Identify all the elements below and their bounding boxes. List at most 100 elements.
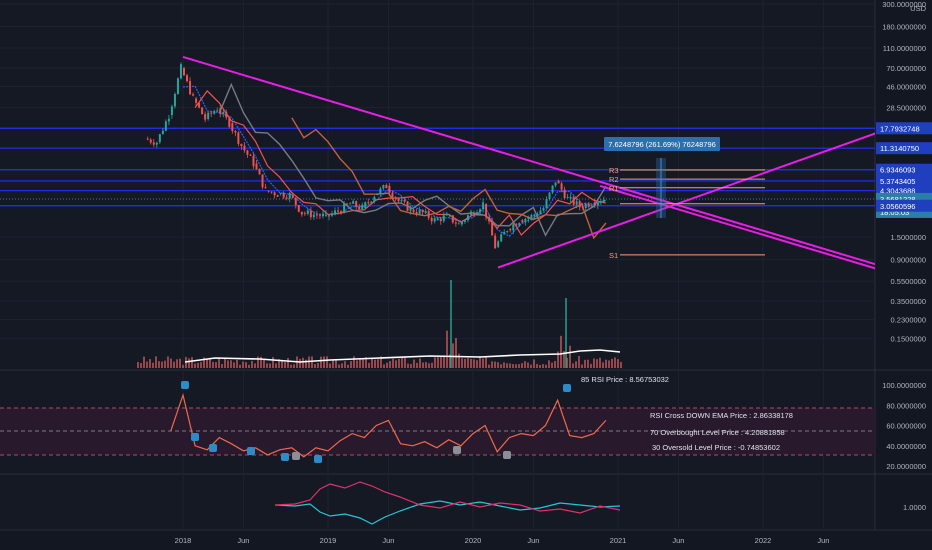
volume-bar (230, 360, 232, 368)
rsi-axis[interactable]: 100.0000000 80.0000000 60.0000000 40.000000… (882, 381, 926, 471)
candle-body (599, 201, 602, 203)
volume-bar (341, 363, 343, 368)
volume-bar (347, 364, 349, 368)
pivot-label: R1 (609, 184, 619, 193)
candle-body (557, 180, 560, 184)
candle-body (258, 168, 261, 175)
candle-body (186, 75, 189, 82)
candle-body (152, 142, 155, 145)
volume-bar (206, 359, 208, 368)
candle-body (542, 208, 545, 211)
volume-bar (320, 356, 322, 368)
volume-bar (290, 364, 292, 368)
volume-bar (161, 361, 163, 368)
measure-tool[interactable]: 7.62487​96 (261.69%) 762487​96 (604, 137, 720, 218)
volume-bar (563, 351, 565, 368)
candle-body (512, 224, 515, 231)
volume-bar (209, 357, 211, 368)
volume-bar (188, 358, 190, 368)
candle-body (334, 210, 337, 214)
volume-bar (599, 357, 601, 368)
candle-body (164, 121, 167, 131)
candle-body (566, 196, 569, 198)
ma-long-line (291, 117, 607, 240)
candle-body (463, 220, 466, 222)
candle-body (406, 201, 409, 211)
volume-bar (167, 356, 169, 368)
dmi-minus-line (274, 481, 621, 514)
candle-body (234, 130, 237, 133)
candle-body (285, 197, 288, 199)
volume-bar (227, 360, 229, 368)
candle-body (575, 201, 578, 205)
volume-bar (338, 364, 340, 368)
volume-bar (284, 362, 286, 368)
candle-body (167, 118, 170, 122)
candle-body (158, 134, 161, 143)
volume-ma-line (184, 349, 621, 363)
volume-bar (431, 362, 433, 368)
horizontal-levels[interactable] (0, 127, 875, 207)
price-tick-label: 0.1500000 (891, 334, 926, 343)
candle-body (255, 163, 258, 169)
volume-bar (455, 338, 457, 368)
price-tick-label: 0.5500000 (891, 277, 926, 286)
volume-bar (155, 356, 157, 368)
volume-bar (140, 363, 142, 368)
price-pane[interactable] (0, 0, 875, 370)
volume-bar (398, 358, 400, 368)
candle-body (291, 195, 294, 198)
volume-bar (491, 361, 493, 368)
candle-body (509, 229, 512, 231)
volume-bar (344, 361, 346, 368)
candle-body (264, 187, 267, 189)
volume-bar (281, 359, 283, 368)
candle-body (352, 201, 355, 204)
volume-bar (302, 357, 304, 368)
trendlines[interactable] (182, 56, 932, 285)
dmi-axis[interactable]: 1.0000 (903, 503, 926, 512)
volume-bar (464, 358, 466, 368)
price-label-text: 18:05:03 (880, 208, 909, 217)
candle-body (524, 218, 527, 223)
volume-bar (248, 364, 250, 368)
candle-body (409, 207, 412, 211)
price-axis[interactable]: USD 300.0000000 180.0000000 110.0000000 70.… (882, 0, 926, 343)
candle-body (231, 123, 234, 131)
volume-bar (404, 357, 406, 368)
volume-bar (395, 360, 397, 368)
candle-body (563, 189, 566, 198)
volume-bar (419, 358, 421, 368)
ascending-trendline (497, 132, 875, 269)
volume-bar (263, 359, 265, 368)
candle-body (503, 232, 506, 235)
volume-bar (257, 356, 259, 368)
candle-body (367, 202, 370, 203)
volume-bar (269, 363, 271, 368)
candle-body (587, 203, 590, 207)
candle-body (442, 215, 445, 222)
volume-bar (278, 359, 280, 368)
candle-body (391, 192, 394, 198)
candle-body (361, 204, 364, 210)
volume-bar (143, 356, 145, 368)
volume-bar (524, 361, 526, 368)
rsi-tick-label: 20.0000000 (886, 462, 926, 471)
volume-bar (182, 364, 184, 368)
volume-bar (500, 364, 502, 368)
price-label-box (876, 142, 932, 155)
volume-bar (329, 363, 331, 368)
volume-bar (440, 356, 442, 368)
volume-bar (236, 359, 238, 368)
volume-bar (275, 363, 277, 368)
descending-trendline (182, 56, 875, 266)
volume-bar (506, 363, 508, 368)
time-axis[interactable]: 2018 Jun 2019 Jun 2020 Jun 2021 Jun 2022 Jun (175, 536, 830, 545)
volume-bar (194, 363, 196, 368)
volume-bar (551, 362, 553, 368)
candle-body (155, 142, 158, 145)
candle-body (225, 112, 228, 118)
candle-body (315, 214, 318, 216)
candle-body (388, 185, 391, 193)
